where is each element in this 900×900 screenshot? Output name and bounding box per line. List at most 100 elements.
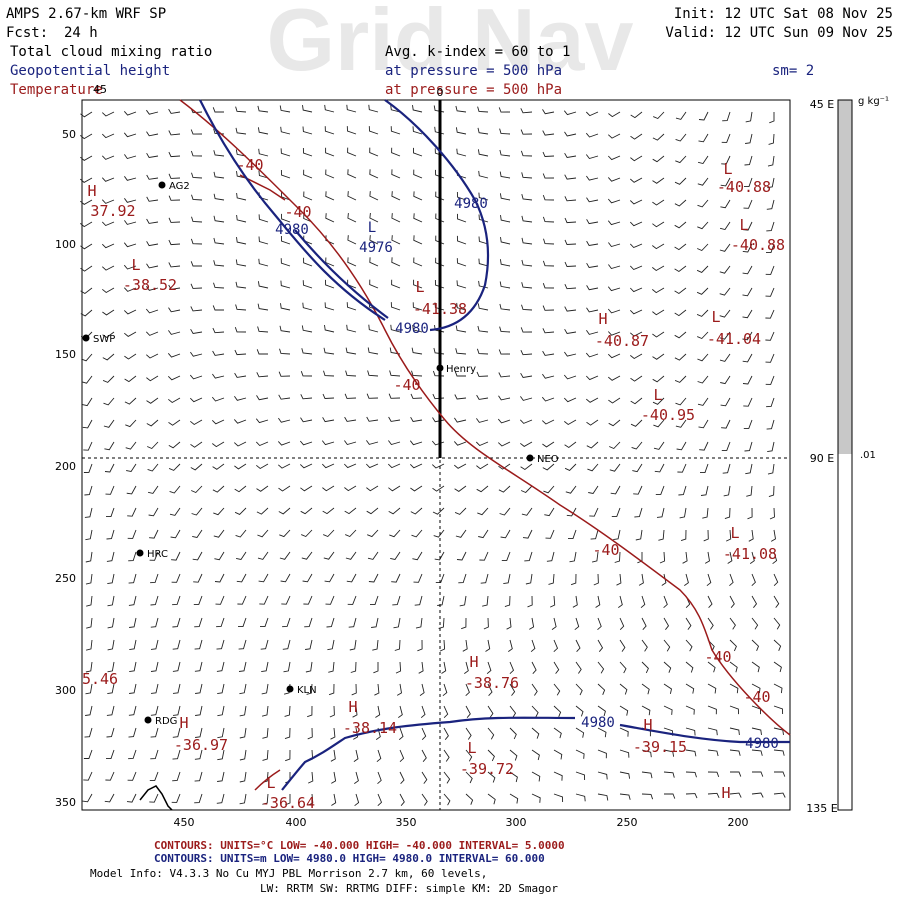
wind-barb xyxy=(345,370,357,377)
wind-barb xyxy=(347,147,357,157)
wind-barb xyxy=(105,771,115,781)
wind-barb xyxy=(399,749,405,763)
wind-barb xyxy=(630,331,643,337)
wind-barb xyxy=(237,617,247,628)
wind-barb xyxy=(81,353,93,362)
wind-barb xyxy=(238,661,247,672)
wind-barb xyxy=(591,551,599,563)
wind-barb xyxy=(634,507,643,518)
wind-barb xyxy=(476,463,489,470)
wind-barb xyxy=(343,463,357,469)
coastline xyxy=(139,785,173,811)
wind-barb xyxy=(300,485,313,492)
wind-barb xyxy=(80,309,93,317)
wind-barb xyxy=(127,529,137,539)
field-temperature: Temperature xyxy=(10,82,103,98)
wind-barb xyxy=(126,793,137,803)
wind-barb xyxy=(366,416,379,422)
wind-barb xyxy=(124,397,137,405)
wind-barb xyxy=(123,287,137,292)
stations: AG2 SWP Henry NEO HRC KLN RDG xyxy=(82,181,559,727)
wind-barb xyxy=(126,463,137,473)
wind-barb xyxy=(345,529,357,538)
wind-barb xyxy=(194,661,203,672)
wind-barb xyxy=(487,793,496,805)
field-cloud-desc: Avg. k-index = 60 to 1 xyxy=(385,44,570,60)
wind-barb xyxy=(641,771,653,779)
wind-barb xyxy=(773,595,780,608)
wind-barb xyxy=(419,683,425,696)
wind-barb xyxy=(167,353,181,358)
wind-barb xyxy=(663,639,671,652)
height-contour-label: 4980 xyxy=(745,736,779,752)
wind-barb xyxy=(421,771,428,784)
wind-barb xyxy=(531,661,537,674)
wind-barb xyxy=(767,177,775,189)
wind-barb xyxy=(744,441,753,452)
wind-barb xyxy=(720,375,731,385)
temp-contour-main xyxy=(179,99,791,736)
wind-barb xyxy=(213,507,225,516)
temp-extremum-value: -40.95 xyxy=(641,406,695,424)
wind-barb xyxy=(128,727,137,738)
wind-barb xyxy=(388,485,401,492)
wind-barb xyxy=(432,393,445,400)
temp-extremum-value: -41.08 xyxy=(723,545,777,563)
wind-barb xyxy=(575,749,585,759)
wind-barb xyxy=(719,309,731,318)
wind-barb xyxy=(190,328,203,334)
wind-barb xyxy=(476,418,489,423)
wind-barb xyxy=(303,257,313,267)
wind-barb xyxy=(147,441,159,450)
height-contour-label: 4980 xyxy=(275,222,309,238)
temp-contour-label: -40 xyxy=(704,648,731,666)
wind-barb xyxy=(195,727,203,738)
wind-barb xyxy=(719,331,731,340)
wind-barb xyxy=(82,793,93,803)
wind-barb xyxy=(325,595,335,605)
wind-barb xyxy=(325,147,335,157)
wind-barb xyxy=(280,235,291,245)
wind-barb xyxy=(607,331,621,336)
wind-barb xyxy=(656,507,665,518)
wind-barb xyxy=(128,749,137,760)
wind-barb xyxy=(377,771,382,785)
x-tick: 350 xyxy=(396,816,417,829)
wind-barb xyxy=(675,155,687,164)
wind-barb xyxy=(305,639,313,650)
wind-barb xyxy=(366,440,379,445)
wind-barb xyxy=(586,219,599,225)
wind-barb xyxy=(258,214,269,223)
wind-barb xyxy=(587,463,599,472)
wind-barb xyxy=(239,749,247,761)
wind-barb xyxy=(609,463,621,472)
wind-barb xyxy=(597,771,608,780)
wind-barb xyxy=(564,328,577,334)
wind-barb xyxy=(433,529,445,538)
wind-barb xyxy=(499,171,511,179)
wind-barb xyxy=(542,350,555,356)
wind-barb xyxy=(720,397,731,407)
wind-barb xyxy=(85,683,93,695)
wind-barb xyxy=(168,307,181,313)
wind-barb xyxy=(524,551,533,562)
wind-barb xyxy=(724,507,731,520)
wind-barb xyxy=(553,793,564,803)
wind-barb xyxy=(321,440,335,446)
wind-barb xyxy=(172,749,181,760)
wind-barb xyxy=(410,393,423,399)
wind-barb xyxy=(191,507,203,516)
wind-barb xyxy=(498,463,511,470)
wind-barb xyxy=(195,683,203,694)
wind-barb xyxy=(498,349,511,355)
wind-barb xyxy=(630,133,643,140)
wind-barb xyxy=(124,353,137,360)
colorbar-label: .01 xyxy=(860,450,876,461)
wind-barb xyxy=(213,215,225,223)
wind-barb xyxy=(508,639,513,652)
wind-barb xyxy=(543,238,555,245)
wind-barb xyxy=(720,177,731,187)
wind-barb xyxy=(234,372,247,378)
wind-barb xyxy=(83,441,93,451)
wind-barb xyxy=(213,237,225,245)
